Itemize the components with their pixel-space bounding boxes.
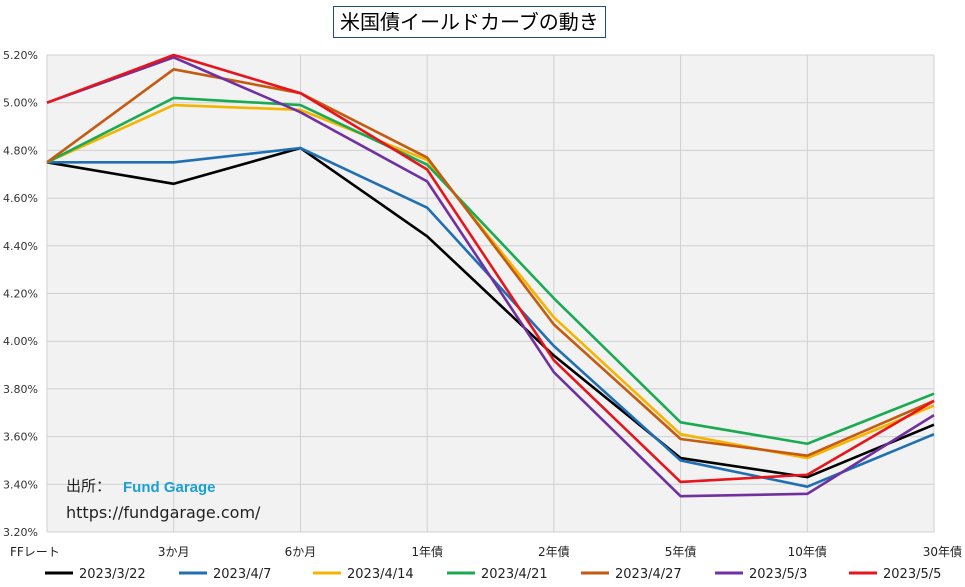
series-line	[46, 96, 935, 446]
x-tick-label: 30年債	[923, 544, 962, 559]
legend-label: 2023/4/21	[481, 567, 548, 582]
y-tick-label: 4.80%	[3, 144, 38, 157]
x-tick-label: 3か月	[158, 545, 190, 559]
y-tick-label: 3.60%	[3, 431, 38, 444]
x-tick-label: FFレート	[10, 545, 60, 559]
legend-label: 2023/4/14	[347, 567, 414, 582]
legend: 2023/3/22 2023/4/7 2023/4/14 2023/4/21 2023/…	[45, 567, 941, 582]
chart-title: 米国債イールドカーブの動き	[333, 6, 606, 38]
y-tick-label: 5.00%	[3, 97, 38, 110]
x-axis-ticks: FFレート 3か月 6か月 1年債 2年債 5年債 10年債 30年債	[10, 544, 962, 559]
y-tick-label: 4.60%	[3, 192, 38, 205]
y-axis-ticks: 3.20% 3.40% 3.60% 3.80% 4.00% 4.20% 4.40% 4.60%…	[3, 49, 38, 539]
series-line	[46, 68, 935, 457]
source-url: https://fundgarage.com/	[66, 503, 261, 522]
source-label: 出所：	[66, 477, 111, 495]
legend-label: 2023/5/5	[883, 567, 941, 582]
y-tick-label: 5.20%	[3, 49, 38, 62]
legend-label: 2023/4/27	[615, 567, 682, 582]
legend-label: 2023/5/3	[749, 567, 807, 582]
series-line	[46, 146, 935, 479]
x-tick-label: 10年債	[788, 544, 827, 559]
x-tick-label: 6か月	[285, 545, 317, 559]
legend-label: 2023/4/7	[213, 567, 271, 582]
y-tick-label: 4.40%	[3, 240, 38, 253]
y-tick-label: 3.20%	[3, 526, 38, 539]
y-tick-label: 4.20%	[3, 288, 38, 301]
series-line	[46, 53, 935, 484]
x-tick-label: 1年債	[411, 544, 443, 559]
grid-lines	[46, 54, 935, 533]
x-tick-label: 5年債	[665, 544, 697, 559]
y-tick-label: 3.40%	[3, 478, 38, 491]
y-tick-label: 3.80%	[3, 383, 38, 396]
legend-label: 2023/3/22	[79, 567, 146, 582]
series-line	[46, 56, 935, 498]
x-tick-label: 2年債	[538, 544, 570, 559]
source-annotation: 出所： Fund Garage https://fundgarage.com/	[66, 477, 261, 522]
y-tick-label: 4.00%	[3, 335, 38, 348]
series-lines	[46, 53, 935, 498]
source-name: Fund Garage	[123, 479, 216, 496]
